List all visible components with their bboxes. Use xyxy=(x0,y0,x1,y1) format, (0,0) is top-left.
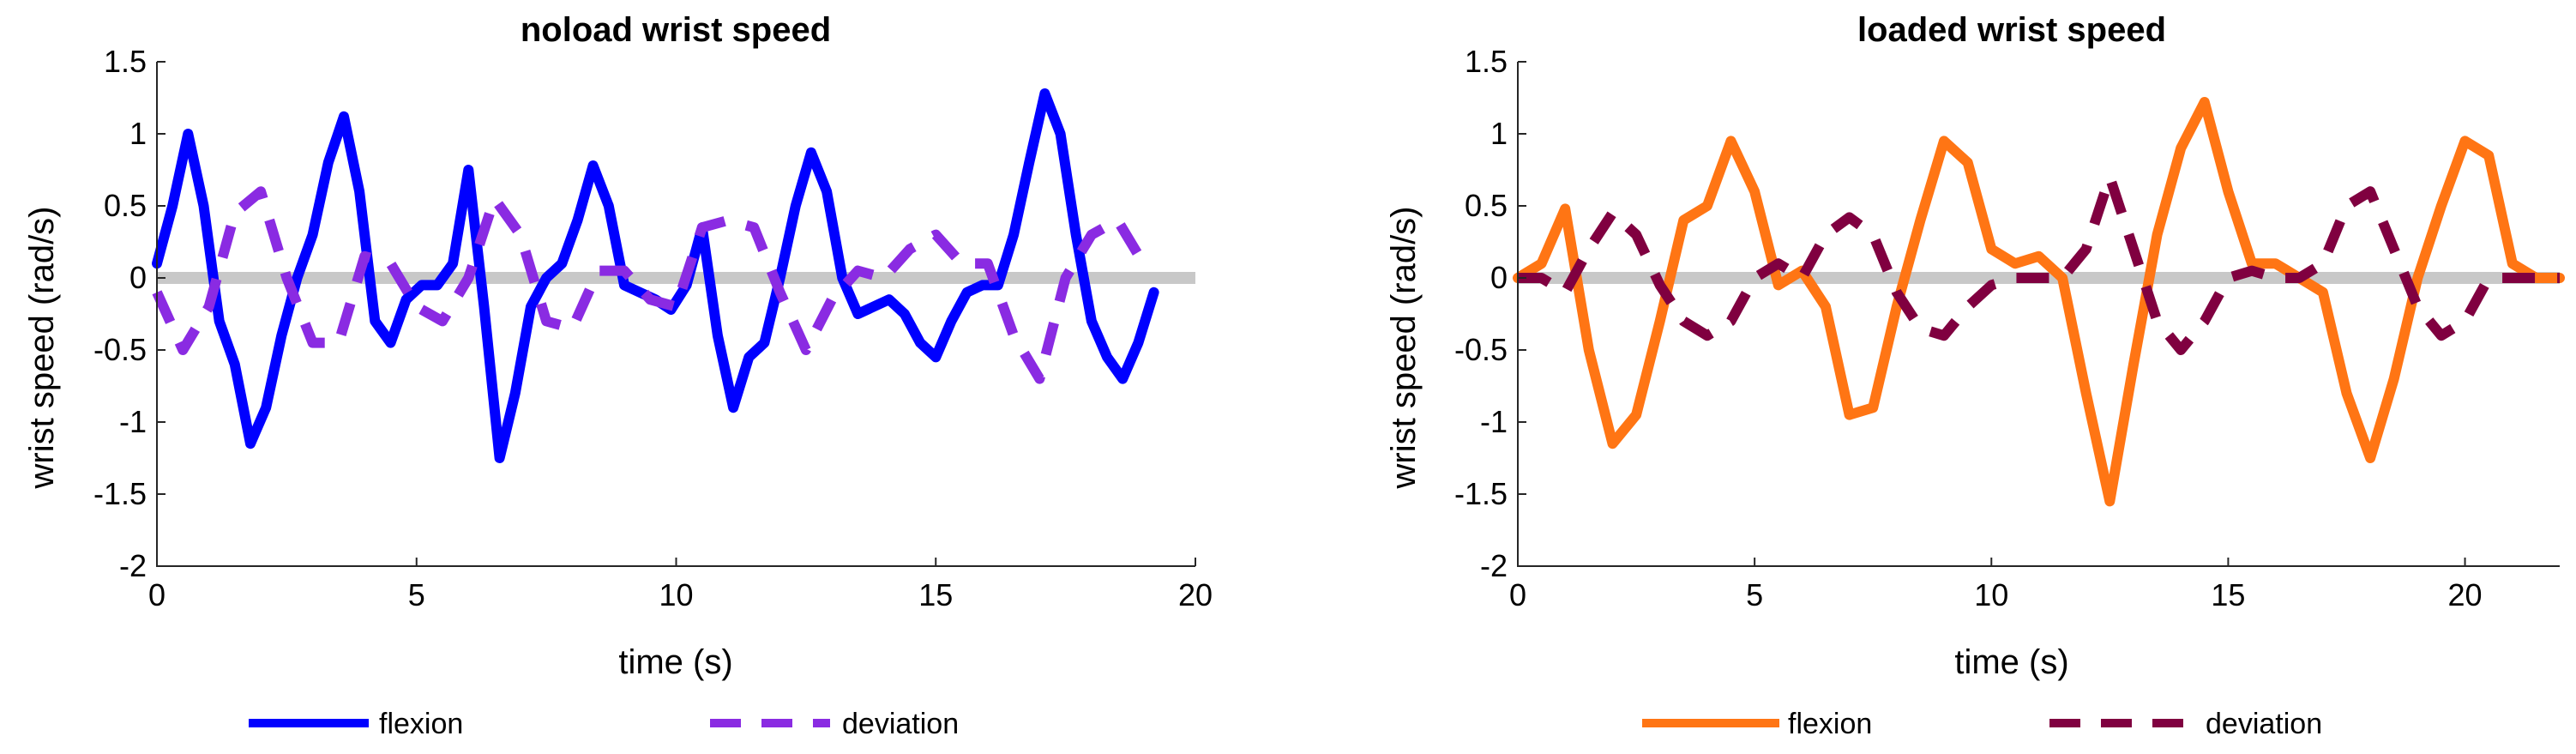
chart-title: loaded wrist speed xyxy=(1857,11,2166,49)
series-line-deviation xyxy=(1518,172,2560,355)
y-axis-label: wrist speed (rad/s) xyxy=(1385,207,1423,490)
legend-label-deviation: deviation xyxy=(2206,708,2322,740)
y-tick-label: -2 xyxy=(1480,548,1508,583)
x-tick-label: 10 xyxy=(659,577,693,612)
chart-loaded-wrist-speed: loaded wrist speed -2 -1.5 -1 -0.5 0 0.5 1 1.5 0… xyxy=(1385,11,2565,740)
y-tick-label: -2 xyxy=(119,548,147,583)
x-axis-label: time (s) xyxy=(1954,643,2068,681)
x-axis-label: time (s) xyxy=(618,643,732,681)
x-tick-label: 20 xyxy=(1178,577,1213,612)
axes-frame xyxy=(1517,62,2560,567)
x-tick-label: 15 xyxy=(2211,577,2245,612)
legend-label-flexion: flexion xyxy=(379,708,463,740)
y-tick-label: -0.5 xyxy=(1454,332,1508,367)
y-tick-label: 1 xyxy=(1490,116,1508,151)
y-tick-label: 1 xyxy=(129,116,147,151)
x-tick-label: 10 xyxy=(1974,577,2008,612)
legend: flexion deviation xyxy=(1642,708,2322,740)
series-line-deviation xyxy=(152,186,1148,384)
x-tick-label: 0 xyxy=(148,577,166,612)
y-tick-label: 0 xyxy=(1490,260,1508,295)
x-tick-label: 0 xyxy=(1509,577,1526,612)
y-tick-label: -1 xyxy=(1480,404,1508,439)
y-tick-label: 0.5 xyxy=(1465,188,1508,223)
x-tick-label: 5 xyxy=(408,577,425,612)
y-axis-label: wrist speed (rad/s) xyxy=(23,207,61,490)
x-tick-label: 5 xyxy=(1746,577,1763,612)
legend-label-deviation: deviation xyxy=(842,708,959,740)
chart-noload-wrist-speed: noload wrist speed -2 -1.5 -1 -0.5 0 0.5 1 1.5 0… xyxy=(23,11,1213,740)
legend: flexion deviation xyxy=(249,708,959,740)
series-line-flexion xyxy=(1513,97,2565,507)
chart-title: noload wrist speed xyxy=(521,11,831,49)
y-tick-label: -1.5 xyxy=(93,476,147,511)
y-tick-label: 1.5 xyxy=(1465,44,1508,79)
x-tick-label: 20 xyxy=(2448,577,2483,612)
y-tick-label: 0.5 xyxy=(104,188,147,223)
legend-label-flexion: flexion xyxy=(1788,708,1872,740)
x-tick-label: 15 xyxy=(918,577,953,612)
y-tick-label: -0.5 xyxy=(93,332,147,367)
y-tick-label: 0 xyxy=(129,260,147,295)
y-tick-label: -1 xyxy=(119,404,147,439)
y-tick-label: 1.5 xyxy=(104,44,147,79)
y-tick-label: -1.5 xyxy=(1454,476,1508,511)
